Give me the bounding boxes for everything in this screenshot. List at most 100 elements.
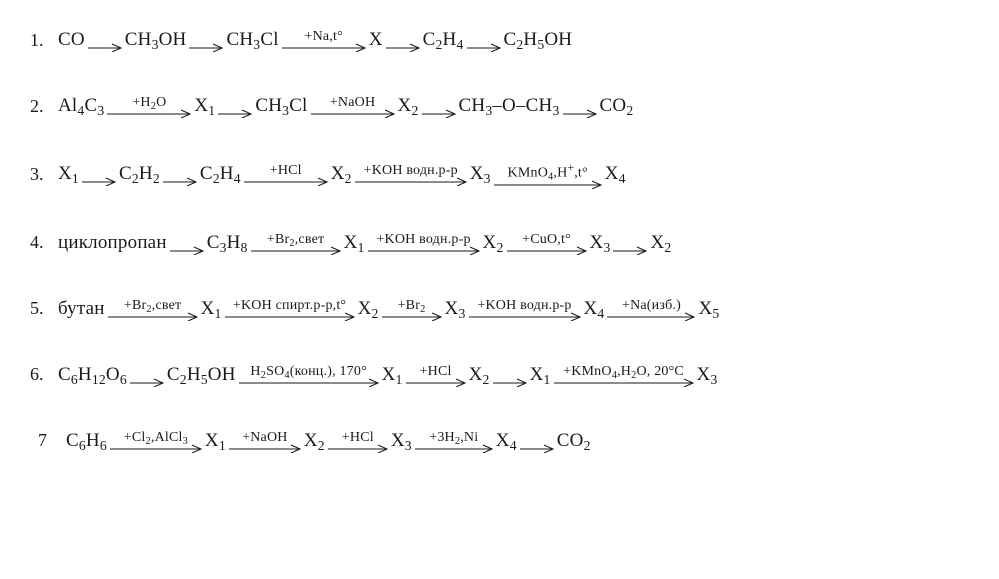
formula-term: X1 xyxy=(58,163,79,185)
arrow-right-icon xyxy=(467,42,501,52)
problem-number: 3. xyxy=(30,164,58,185)
formula-term: CH3Cl xyxy=(255,95,307,117)
reaction-sequence: X1 C2H2 C2H4+HCl X2+KOH водн.р-р X3KMnO4… xyxy=(58,160,626,189)
problem-number: 5. xyxy=(30,298,58,319)
formula-term: CO2 xyxy=(600,95,634,117)
arrow-right-icon xyxy=(170,245,204,255)
arrow-condition-label: +NaOH xyxy=(242,431,287,445)
arrow-condition-label: H2SO4(конц.), 170° xyxy=(250,365,367,379)
formula-term: X1 xyxy=(201,298,222,320)
formula-term: CH3OH xyxy=(125,29,187,51)
reaction-arrow: +KOH водн.р-р xyxy=(355,162,467,186)
reaction-arrow: +HCl xyxy=(328,429,388,453)
reaction-arrow: +HCl xyxy=(406,363,466,387)
formula-term: X2 xyxy=(358,298,379,320)
formula-term: X5 xyxy=(698,298,719,320)
arrow-condition-label: +Cl2,AlCl3 xyxy=(124,431,188,445)
arrow-condition-label: +Br2,свет xyxy=(267,233,324,247)
reaction-arrow xyxy=(493,363,527,387)
formula-term: X4 xyxy=(584,298,605,320)
arrow-condition-label: +KOH водн.р-р xyxy=(376,233,470,247)
problem-number: 1. xyxy=(30,30,58,51)
reaction-sequence: C6H6+Cl2,AlCl3 X1+NaOH X2+HCl X3+3H2,Ni … xyxy=(66,429,591,453)
formula-term: X1 xyxy=(194,95,215,117)
formula-term: C2H2 xyxy=(119,163,160,185)
formula-term: X3 xyxy=(697,364,718,386)
problem-number: 6. xyxy=(30,364,58,385)
formula-term: X1 xyxy=(344,232,365,254)
reaction-arrow: +H2O xyxy=(107,94,191,118)
reaction-arrow xyxy=(613,231,647,255)
formula-term: X3 xyxy=(445,298,466,320)
arrow-right-icon xyxy=(88,42,122,52)
problem-number: 4. xyxy=(30,232,58,253)
reaction-sequence: Al4C3+H2O X1 CH3Cl+NaOH X2 CH3–O–CH3 CO2 xyxy=(58,94,633,118)
reaction-arrow: +KOH водн.р-р xyxy=(368,231,480,255)
reaction-sequence: C6H12O6 C2H5OHH2SO4(конц.), 170° X1+HCl … xyxy=(58,363,718,387)
reaction-arrow xyxy=(82,162,116,186)
arrow-right-icon xyxy=(520,443,554,453)
arrow-condition-label: +HCl xyxy=(270,164,302,178)
formula-term: X1 xyxy=(205,430,226,452)
arrow-right-icon xyxy=(189,42,223,52)
arrow-right-icon xyxy=(163,176,197,186)
formula-term: X4 xyxy=(605,163,626,185)
formula-term: бутан xyxy=(58,298,105,320)
arrow-condition-label: +3H2,Ni xyxy=(429,431,478,445)
formula-term: X3 xyxy=(391,430,412,452)
formula-term: CH3–O–CH3 xyxy=(459,95,560,117)
formula-term: CO2 xyxy=(557,430,591,452)
formula-term: X2 xyxy=(650,232,671,254)
formula-term: X2 xyxy=(469,364,490,386)
arrow-condition-label: +HCl xyxy=(342,431,374,445)
problem-line: 1.CO CH3OH CH3Cl+Na,t° X C2H4 C2H5OH xyxy=(30,28,969,52)
reaction-arrow: +Br2,свет xyxy=(108,297,198,321)
reaction-sequence: бутан +Br2,свет X1+KOH спирт.р-р,t° X2 +Br… xyxy=(58,297,719,321)
formula-term: C2H4 xyxy=(423,29,464,51)
arrow-condition-label: KMnO4,H+,t° xyxy=(508,162,588,181)
reaction-arrow: +3H2,Ni xyxy=(415,429,493,453)
reaction-arrow: +Na(изб.) xyxy=(607,297,695,321)
formula-term: X2 xyxy=(483,232,504,254)
formula-term: X1 xyxy=(530,364,551,386)
arrow-right-icon xyxy=(386,42,420,52)
formula-term: CO xyxy=(58,29,85,51)
formula-term: X2 xyxy=(331,163,352,185)
reaction-arrow: +Br2,свет xyxy=(251,231,341,255)
reaction-arrow: +Na,t° xyxy=(282,28,366,52)
reaction-arrow: +KOH спирт.р-р,t° xyxy=(225,297,355,321)
arrow-condition-label: +HCl xyxy=(420,365,452,379)
formula-term: X2 xyxy=(398,95,419,117)
reaction-sequence: CO CH3OH CH3Cl+Na,t° X C2H4 C2H5OH xyxy=(58,28,572,52)
reaction-arrow: +HCl xyxy=(244,162,328,186)
formula-term: X1 xyxy=(382,364,403,386)
formula-term: C6H12O6 xyxy=(58,364,127,386)
arrow-condition-label: +H2O xyxy=(132,96,166,110)
reaction-arrow: H2SO4(конц.), 170° xyxy=(239,363,379,387)
arrow-right-icon xyxy=(82,176,116,186)
formula-term: C6H6 xyxy=(66,430,107,452)
reaction-arrow: +KMnO4,H2O, 20°C xyxy=(554,363,694,387)
reaction-arrow: +CuO,t° xyxy=(507,231,587,255)
arrow-right-icon xyxy=(218,108,252,118)
problem-number: 2. xyxy=(30,96,58,117)
reaction-arrow xyxy=(163,162,197,186)
formula-term: Al4C3 xyxy=(58,95,104,117)
reaction-arrow: +KOH водн.р-р xyxy=(469,297,581,321)
problem-line: 6.C6H12O6 C2H5OHH2SO4(конц.), 170° X1+HC… xyxy=(30,363,969,387)
reaction-arrow: KMnO4,H+,t° xyxy=(494,160,602,189)
reaction-arrow xyxy=(422,94,456,118)
formula-term: X3 xyxy=(590,232,611,254)
reaction-arrow xyxy=(189,28,223,52)
reaction-arrow xyxy=(88,28,122,52)
arrow-condition-label: +Br2 xyxy=(398,299,426,313)
arrow-right-icon xyxy=(493,377,527,387)
reaction-arrow xyxy=(386,28,420,52)
formula-term: X4 xyxy=(496,430,517,452)
reaction-arrow xyxy=(467,28,501,52)
reaction-arrow xyxy=(563,94,597,118)
problem-number: 7 xyxy=(38,430,66,451)
problem-line: 7C6H6+Cl2,AlCl3 X1+NaOH X2+HCl X3+3H2,Ni… xyxy=(30,429,969,453)
arrow-condition-label: +Na(изб.) xyxy=(622,299,681,313)
arrow-condition-label: +Br2,свет xyxy=(124,299,181,313)
